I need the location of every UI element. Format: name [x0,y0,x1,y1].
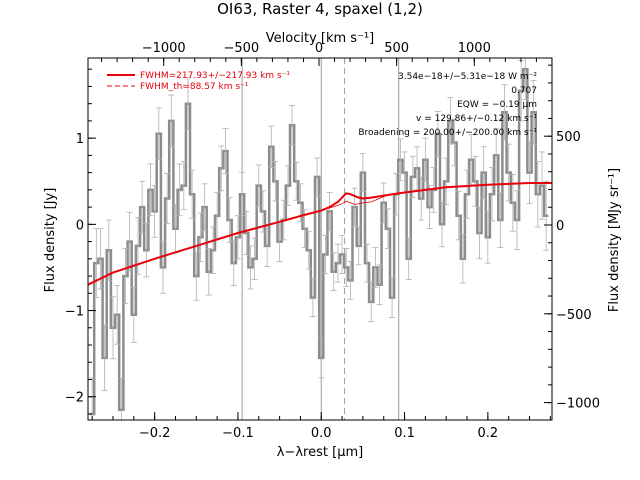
fit-line-total [87,182,552,286]
y-axis-label: Flux density [Jy] [43,188,58,293]
y-tick-label: −1 [65,305,84,320]
legend-label-fwhm-th: FWHM_th=88.57 km s⁻¹ [140,82,249,92]
plot-frame [87,57,553,421]
right-tick-label: 0 [556,219,564,234]
annotation-flux: 3.54e−18+/−5.31e−18 W m⁻² [398,72,537,82]
right-axis-label: Flux density [MJy sr⁻¹] [607,168,622,312]
legend: FWHM=217.93+/−217.93 km s⁻¹ FWHM_th=88.5… [107,71,290,92]
fit-annotations: 3.54e−18+/−5.31e−18 W m⁻² 0.707 EQW = −0… [358,72,537,138]
chart-title: OI63, Raster 4, spaxel (1,2) [217,0,423,18]
y-tick-label: 1 [76,132,84,147]
top-tick-label: 1000 [458,41,491,56]
top-axis-label: Velocity [km s⁻¹] [266,31,374,46]
x-tick-label: 0.2 [478,426,499,441]
top-tick-label: 0 [315,41,323,56]
y-tick-label: −2 [65,391,84,406]
x-tick-label: 0.0 [311,426,332,441]
axes: −0.2 −0.1 0.0 0.1 0.2 −2 −1 0 1 −1000 −500 0 500 1000… [65,41,600,441]
x-tick-label: −0.1 [222,426,254,441]
legend-label-fwhm: FWHM=217.93+/−217.93 km s⁻¹ [140,71,290,81]
x-tick-label: 0.1 [394,426,415,441]
top-tick-label: −500 [223,41,259,56]
annotation-velocity: v = 129.86+/−0.12 km s⁻¹ [416,114,537,124]
annotation-broadening: Broadening = 200.00+/−200.00 km s⁻¹ [358,128,537,138]
top-tick-label: −1000 [142,41,186,56]
right-tick-label: −1000 [556,397,600,412]
annotation-ratio: 0.707 [511,86,537,96]
right-tick-label: 500 [556,130,581,145]
x-axis-label: λ−λrest [μm] [277,445,363,460]
fit-line-component [304,194,389,216]
grid-lines [241,58,400,420]
y-tick-label: 0 [76,218,84,233]
top-tick-label: 500 [384,41,409,56]
annotation-eqw: EQW = −0.19 μm [457,100,537,110]
x-tick-label: −0.2 [139,426,171,441]
right-tick-label: −500 [556,308,592,323]
data-series [87,57,552,421]
